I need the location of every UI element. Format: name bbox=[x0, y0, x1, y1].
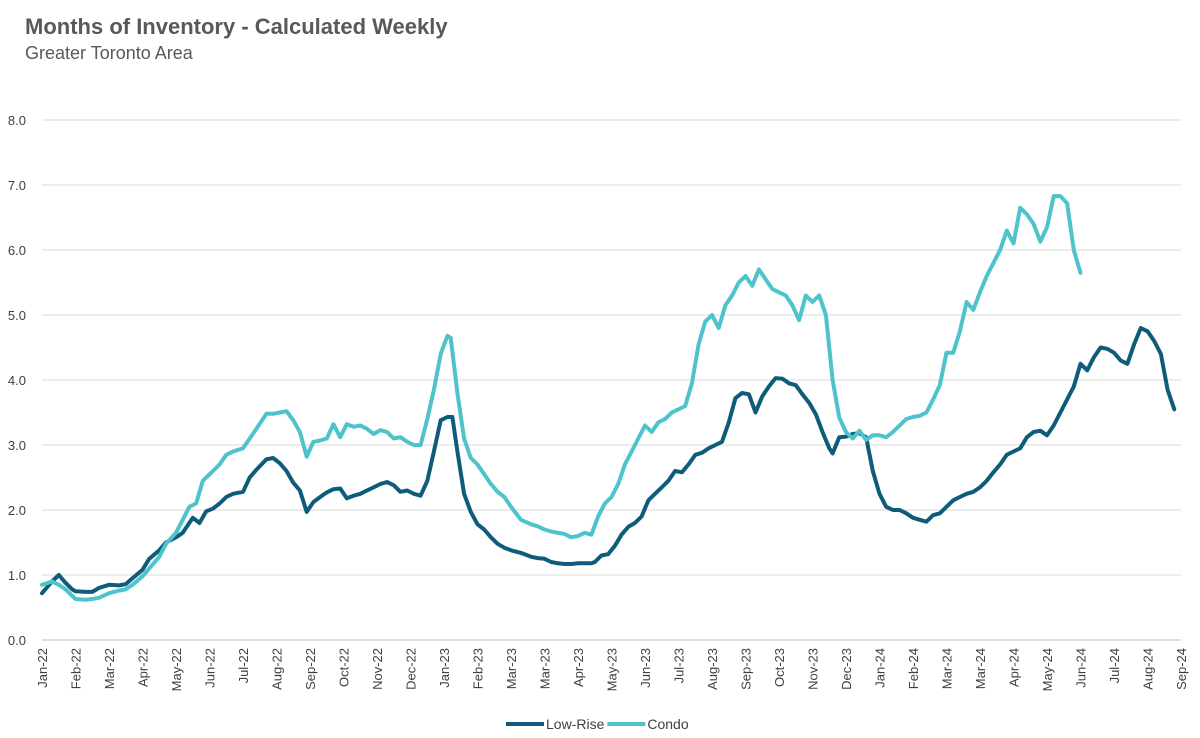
x-tick-label: Jan-24 bbox=[873, 648, 888, 688]
x-tick-label: Jul-22 bbox=[236, 648, 251, 683]
x-tick-label: Jun-23 bbox=[638, 648, 653, 688]
x-tick-label: Mar-23 bbox=[504, 648, 519, 689]
legend: Low-Rise Condo bbox=[506, 716, 689, 732]
y-tick-label: 7.0 bbox=[8, 178, 26, 193]
x-tick-label: Sep-24 bbox=[1174, 648, 1189, 690]
series-lines bbox=[40, 194, 1177, 602]
x-tick-label: Apr-24 bbox=[1007, 648, 1022, 687]
x-tick-label: Apr-22 bbox=[136, 648, 151, 687]
y-tick-label: 1.0 bbox=[8, 568, 26, 583]
x-tick-label: Feb-23 bbox=[471, 648, 486, 689]
y-axis-ticks: 0.0 1.0 2.0 3.0 4.0 5.0 6.0 7.0 8.0 bbox=[8, 113, 26, 648]
x-tick-label: Feb-24 bbox=[906, 648, 921, 689]
x-tick-label: Jul-23 bbox=[672, 648, 687, 683]
x-tick-label: Mar-24 bbox=[973, 648, 988, 689]
x-tick-label: Nov-22 bbox=[370, 648, 385, 690]
x-tick-label: Apr-23 bbox=[571, 648, 586, 687]
x-tick-label: Feb-22 bbox=[69, 648, 84, 689]
x-tick-label: Jul-24 bbox=[1107, 648, 1122, 683]
x-axis-ticks: Jan-22 Feb-22 Mar-22 Apr-22 May-22 Jun-22 Jul-… bbox=[35, 648, 1189, 691]
x-tick-label: Dec-23 bbox=[839, 648, 854, 690]
legend-label: Condo bbox=[647, 716, 688, 732]
y-tick-label: 5.0 bbox=[8, 308, 26, 323]
y-tick-label: 2.0 bbox=[8, 503, 26, 518]
y-tick-label: 0.0 bbox=[8, 633, 26, 648]
x-tick-label: May-22 bbox=[169, 648, 184, 691]
y-tick-label: 3.0 bbox=[8, 438, 26, 453]
x-tick-label: Sep-23 bbox=[739, 648, 754, 690]
x-tick-label: Nov-23 bbox=[806, 648, 821, 690]
x-tick-label: May-24 bbox=[1040, 648, 1055, 691]
x-tick-label: Jun-22 bbox=[203, 648, 218, 688]
x-tick-label: Aug-23 bbox=[705, 648, 720, 690]
x-tick-label: Jun-24 bbox=[1074, 648, 1089, 688]
x-tick-label: May-23 bbox=[605, 648, 620, 691]
series-line-low-rise bbox=[40, 326, 1177, 596]
x-tick-label: Aug-22 bbox=[270, 648, 285, 690]
y-tick-label: 8.0 bbox=[8, 113, 26, 128]
x-tick-label: Dec-22 bbox=[404, 648, 419, 690]
x-tick-label: Jan-22 bbox=[35, 648, 50, 688]
x-tick-label: Oct-23 bbox=[772, 648, 787, 687]
x-tick-label: Jan-23 bbox=[437, 648, 452, 688]
x-tick-label: Mar-23 bbox=[538, 648, 553, 689]
legend-label: Low-Rise bbox=[546, 716, 605, 732]
grid-lines bbox=[42, 119, 1181, 641]
x-tick-label: Oct-22 bbox=[337, 648, 352, 687]
chart-subtitle: Greater Toronto Area bbox=[25, 43, 193, 63]
x-tick-label: Mar-22 bbox=[102, 648, 117, 689]
y-tick-label: 6.0 bbox=[8, 243, 26, 258]
x-tick-label: Sep-22 bbox=[303, 648, 318, 690]
x-tick-label: Mar-24 bbox=[940, 648, 955, 689]
x-tick-label: Aug-24 bbox=[1141, 648, 1156, 690]
chart-title: Months of Inventory - Calculated Weekly bbox=[25, 14, 448, 39]
series-line-condo bbox=[40, 194, 1083, 602]
y-tick-label: 4.0 bbox=[8, 373, 26, 388]
